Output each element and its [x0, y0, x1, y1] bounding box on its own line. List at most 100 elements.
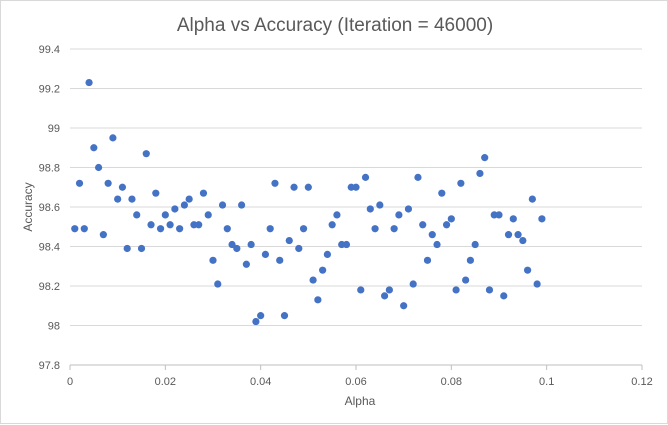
- data-point: [80, 225, 88, 233]
- data-point: [404, 205, 413, 213]
- x-tick-label: 0: [67, 376, 73, 388]
- data-point: [304, 183, 312, 191]
- data-point: [152, 189, 160, 197]
- data-point: [481, 154, 489, 162]
- data-point: [104, 179, 112, 187]
- data-point: [128, 195, 136, 203]
- x-tick-label: 0.02: [155, 376, 176, 388]
- data-point: [285, 236, 293, 245]
- data-point: [457, 179, 465, 187]
- data-point: [538, 215, 546, 223]
- data-point: [137, 244, 146, 253]
- data-point: [142, 150, 150, 158]
- x-tick-label: 0.1: [539, 376, 554, 388]
- data-point: [381, 292, 389, 300]
- data-point: [133, 211, 141, 219]
- data-point: [199, 189, 208, 197]
- data-point: [371, 225, 379, 233]
- data-point: [180, 201, 188, 209]
- data-point: [466, 256, 474, 264]
- data-point: [114, 195, 122, 203]
- data-point: [495, 211, 503, 219]
- x-axis-label: Alpha: [345, 394, 376, 408]
- y-tick-label: 99.4: [39, 44, 60, 56]
- data-point: [147, 221, 155, 229]
- data-point: [376, 201, 384, 209]
- data-point: [390, 225, 398, 233]
- data-point: [342, 240, 351, 249]
- data-point: [309, 276, 317, 284]
- data-point: [290, 183, 298, 191]
- data-point: [280, 312, 289, 320]
- data-point: [485, 286, 494, 294]
- data-point: [333, 211, 341, 219]
- data-point: [519, 236, 527, 245]
- data-point: [414, 173, 422, 181]
- data-point: [166, 221, 174, 229]
- data-point: [299, 225, 308, 233]
- gridlines: [70, 48, 642, 326]
- data-point: [261, 250, 270, 258]
- data-point: [323, 250, 331, 258]
- data-point: [247, 240, 255, 249]
- data-point: [514, 231, 522, 239]
- data-point: [500, 292, 508, 300]
- data-point: [195, 221, 203, 229]
- data-point: [442, 221, 451, 229]
- data-point: [109, 134, 117, 142]
- data-point: [528, 195, 536, 203]
- data-point: [462, 276, 470, 284]
- data-point: [171, 205, 179, 213]
- data-point: [452, 286, 460, 294]
- data-point: [228, 240, 236, 249]
- y-tick-label: 99.2: [39, 84, 60, 96]
- chart-title: Alpha vs Accuracy (Iteration = 46000): [177, 15, 493, 36]
- data-point: [204, 211, 212, 219]
- data-point: [504, 231, 513, 239]
- data-point: [395, 211, 403, 219]
- data-point: [176, 225, 184, 233]
- data-point: [233, 244, 241, 253]
- data-point: [238, 201, 246, 209]
- data-point: [71, 225, 79, 233]
- data-point: [214, 280, 222, 288]
- x-tick-label: 0.06: [345, 376, 366, 388]
- data-point: [85, 78, 93, 87]
- data-point: [476, 169, 484, 178]
- data-point: [276, 256, 284, 264]
- data-point: [123, 244, 131, 253]
- x-tick-label: 0.04: [250, 376, 271, 388]
- data-point: [156, 225, 165, 233]
- data-point: [266, 225, 274, 233]
- data-point: [509, 215, 517, 223]
- data-point: [447, 215, 455, 223]
- data-point: [252, 317, 260, 326]
- data-point: [385, 286, 393, 294]
- y-tick-label: 98: [48, 321, 60, 333]
- data-point: [90, 144, 98, 152]
- data-point: [271, 179, 279, 187]
- data-point: [295, 244, 303, 253]
- data-point: [352, 183, 360, 191]
- data-point: [428, 231, 436, 239]
- data-point: [409, 280, 417, 288]
- data-point: [118, 183, 127, 191]
- data-point: [257, 312, 265, 320]
- data-point: [319, 266, 327, 274]
- data-point: [366, 205, 374, 213]
- data-point: [400, 302, 408, 310]
- data-point: [533, 280, 541, 288]
- y-tick-label: 98.6: [39, 202, 60, 214]
- data-point: [357, 286, 365, 294]
- data-point: [419, 221, 427, 229]
- axes: 97.8 98 98.2 98.4 98.6 98.8 99 99.2 99.4 0 0.02 0.0…: [39, 44, 653, 388]
- data-point: [223, 225, 231, 233]
- data-point: [95, 163, 103, 172]
- data-point: [75, 179, 84, 187]
- data-point: [438, 189, 446, 197]
- data-point: [433, 240, 441, 249]
- y-tick-label: 97.8: [39, 360, 60, 372]
- x-tick-label: 0.08: [441, 376, 462, 388]
